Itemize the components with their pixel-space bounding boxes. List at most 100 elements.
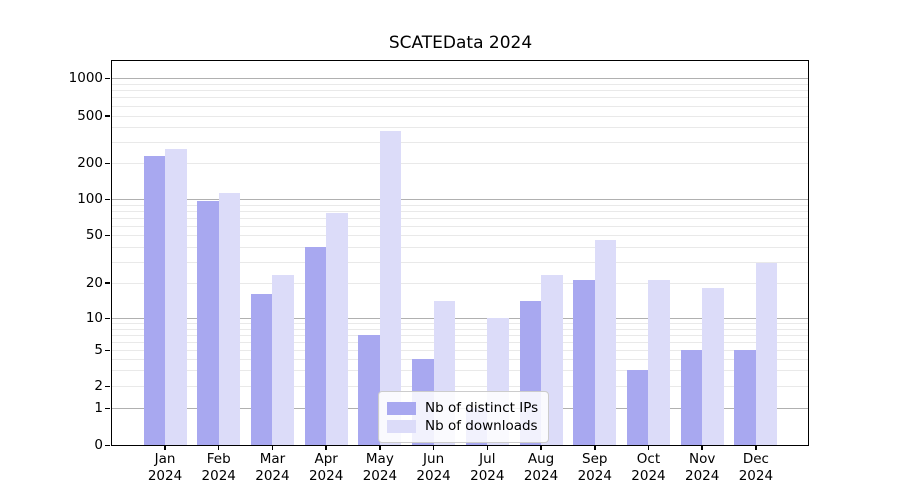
minor-gridline-8: [112, 328, 808, 330]
minor-gridline-500: [112, 115, 808, 117]
bar-ips-mar: [250, 294, 273, 445]
minor-gridline-9: [112, 323, 808, 325]
bar-ips-jan: [143, 156, 165, 445]
bar-ips-oct: [626, 370, 649, 445]
minor-gridline-40: [112, 246, 808, 248]
x-tick-label-apr: Apr 2024: [298, 451, 354, 485]
y-tickmark-100: [105, 198, 110, 201]
y-tick-label-100: 100: [77, 191, 103, 208]
minor-gridline-20: [112, 282, 808, 284]
x-tick-year-feb: 2024: [201, 468, 236, 484]
minor-gridline-80: [112, 210, 808, 212]
minor-gridline-4: [112, 358, 808, 360]
minor-gridline-700: [112, 97, 808, 99]
minor-gridline-30: [112, 261, 808, 263]
x-tick-label-oct: Oct 2024: [620, 451, 676, 485]
major-gridline-10: [112, 318, 808, 320]
x-tick-label-jan: Jan 2024: [137, 451, 193, 485]
legend-row-downloads: Nb of downloads: [387, 418, 538, 434]
x-tickmark-mar: [271, 445, 274, 450]
minor-gridline-70: [112, 217, 808, 219]
x-tick-year-nov: 2024: [685, 468, 720, 484]
x-tick-month-may: May: [365, 451, 394, 467]
bar-downloads-oct: [648, 280, 670, 445]
bar-downloads-jan: [165, 149, 187, 445]
x-tick-label-may: May 2024: [352, 451, 408, 485]
x-tick-label-sep: Sep 2024: [567, 451, 623, 485]
minor-gridline-90: [112, 204, 808, 206]
x-tick-label-jul: Jul 2024: [459, 451, 515, 485]
y-tick-label-20: 20: [85, 274, 103, 291]
bar-ips-apr: [304, 246, 327, 445]
legend-row-distinct-ips: Nb of distinct IPs: [387, 400, 538, 416]
minor-gridline-60: [112, 225, 808, 227]
legend-swatch-downloads: [387, 419, 416, 433]
x-tickmark-jan: [164, 445, 166, 450]
x-tick-month-feb: Feb: [206, 451, 231, 467]
minor-gridline-900: [112, 83, 808, 85]
minor-gridline-2: [112, 386, 808, 388]
minor-gridline-200: [112, 163, 808, 165]
y-tickmark-500: [105, 115, 110, 117]
x-tickmark-dec: [755, 445, 757, 450]
x-tick-year-sep: 2024: [577, 468, 612, 484]
legend-label-distinct-ips: Nb of distinct IPs: [425, 400, 539, 416]
bar-ips-dec: [734, 350, 756, 445]
x-tick-label-aug: Aug 2024: [513, 451, 569, 485]
y-tick-label-1000: 1000: [68, 70, 103, 87]
y-tick-label-500: 500: [77, 107, 103, 124]
x-tickmark-oct: [647, 445, 650, 450]
x-tick-year-jan: 2024: [147, 468, 183, 484]
x-tick-year-aug: 2024: [523, 468, 559, 484]
x-tick-month-jun: Jun: [423, 451, 445, 467]
major-gridline-1000: [112, 78, 808, 80]
bar-downloads-may: [379, 131, 402, 445]
y-tickmark-20: [105, 282, 110, 284]
x-tick-year-oct: 2024: [631, 468, 666, 484]
y-tickmark-2: [105, 385, 110, 388]
y-tickmark-50: [105, 234, 110, 236]
x-tick-month-oct: Oct: [636, 451, 661, 467]
bar-downloads-sep: [594, 240, 617, 445]
x-tick-label-mar: Mar 2024: [244, 451, 300, 485]
x-tickmark-apr: [325, 445, 327, 450]
legend-swatch-distinct-ips: [387, 401, 416, 415]
x-tick-month-dec: Dec: [742, 451, 769, 467]
x-tick-year-dec: 2024: [738, 468, 774, 484]
x-tick-year-mar: 2024: [255, 468, 290, 484]
y-tickmark-10: [105, 317, 110, 320]
x-tick-month-apr: Apr: [314, 451, 338, 467]
x-tick-month-aug: Aug: [527, 451, 555, 467]
y-tick-label-200: 200: [77, 155, 103, 172]
minor-gridline-7: [112, 334, 808, 336]
x-tickmark-sep: [594, 445, 596, 450]
x-tickmark-may: [379, 445, 381, 450]
x-tickmark-jul: [486, 445, 489, 450]
x-tick-label-jun: Jun 2024: [406, 451, 462, 485]
minor-gridline-800: [112, 90, 808, 92]
minor-gridline-600: [112, 105, 808, 107]
bar-downloads-apr: [326, 212, 348, 445]
bar-downloads-nov: [702, 288, 724, 445]
chart-title: SCATEData 2024: [388, 33, 533, 53]
x-axis-labels: Jan 2024 Feb 2024 Mar 2024 Apr 2024 May 2024 Jun 20…: [112, 451, 809, 491]
x-tickmark-feb: [217, 445, 220, 450]
x-tick-month-sep: Sep: [582, 451, 608, 467]
y-tickmark-1000: [105, 77, 110, 80]
bar-downloads-dec: [755, 263, 778, 445]
minor-gridline-400: [112, 127, 808, 129]
x-tickmark-aug: [540, 445, 542, 450]
bar-downloads-feb: [218, 193, 241, 445]
x-tick-year-jul: 2024: [470, 468, 505, 484]
y-tick-label-1: 1: [94, 400, 103, 417]
y-tick-label-2: 2: [94, 378, 103, 395]
y-tickmark-1: [105, 407, 110, 410]
major-gridline-100: [112, 199, 808, 201]
y-tick-label-10: 10: [85, 310, 103, 327]
y-tick-label-50: 50: [85, 227, 103, 243]
x-tick-month-jul: Jul: [479, 451, 496, 467]
minor-gridline-3: [112, 370, 808, 372]
x-tick-month-mar: Mar: [259, 451, 286, 467]
minor-gridline-6: [112, 341, 808, 343]
x-tick-year-jun: 2024: [416, 468, 451, 484]
